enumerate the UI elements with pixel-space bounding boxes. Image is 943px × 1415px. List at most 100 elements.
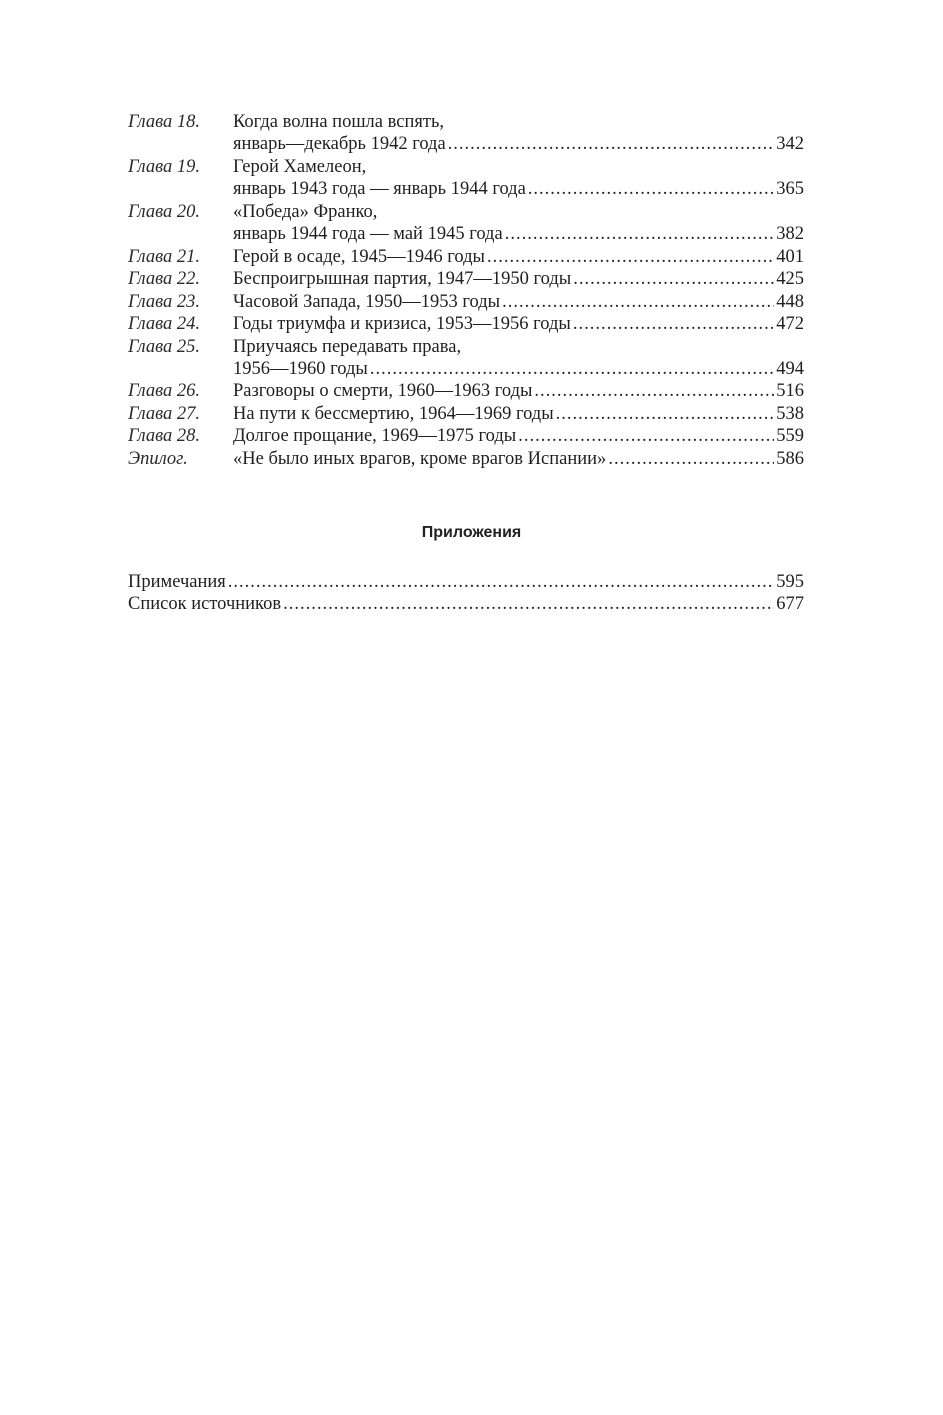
toc-entry: Эпилог. «Не было иных врагов, кроме враго… xyxy=(128,448,804,470)
chapter-body: Приучаясь передавать права, 1956—1960 год… xyxy=(233,336,804,381)
dot-leader xyxy=(573,268,774,290)
dot-leader xyxy=(370,358,774,380)
chapter-body: Долгое прощание, 1969—1975 годы 559 xyxy=(233,425,804,447)
chapter-label: Глава 25. xyxy=(128,336,200,357)
page-number: 365 xyxy=(776,179,804,200)
toc-entry: Глава 23. Часовой Запада, 1950—1953 годы 4… xyxy=(128,291,804,313)
chapter-title: Годы триумфа и кризиса, 1953—1956 годы xyxy=(233,314,571,335)
chapter-title: январь—декабрь 1942 года xyxy=(233,134,446,155)
page-number: 382 xyxy=(776,224,804,245)
chapter-title-line: Герой Хамелеон, xyxy=(233,156,804,178)
appendix-title: Список источников xyxy=(128,594,282,615)
chapter-title: Беспроигрышная партия, 1947—1950 годы xyxy=(233,269,572,290)
chapter-title-line: Когда волна пошла вспять, xyxy=(233,111,804,133)
toc-entry: Глава 22. Беспроигрышная партия, 1947—195… xyxy=(128,268,804,290)
chapter-title-line: Долгое прощание, 1969—1975 годы 559 xyxy=(233,425,804,447)
dot-leader xyxy=(228,571,774,593)
chapter-title: Разговоры о смерти, 1960—1963 годы xyxy=(233,381,533,402)
chapter-title-line: 1956—1960 годы 494 xyxy=(233,358,804,380)
chapter-title-line: «Не было иных врагов, кроме врагов Испан… xyxy=(233,448,804,470)
chapter-label: Глава 26. xyxy=(128,381,200,402)
chapter-label: Глава 19. xyxy=(128,156,200,177)
dot-leader xyxy=(283,593,774,615)
page-number: 425 xyxy=(776,269,804,290)
chapter-title-line: Беспроигрышная партия, 1947—1950 годы 425 xyxy=(233,268,804,290)
appendix-list: Примечания 595 Список источников 677 xyxy=(128,571,804,616)
page-number: 516 xyxy=(776,381,804,402)
dot-leader xyxy=(505,223,775,245)
appendix-item: Список источников 677 xyxy=(128,593,804,615)
chapter-body: Герой Хамелеон, январь 1943 года — январь… xyxy=(233,156,804,201)
page-number: 559 xyxy=(776,426,804,447)
chapter-title-line: «Победа» Франко, xyxy=(233,201,804,223)
chapter-title: январь 1944 года — май 1945 года xyxy=(233,224,503,245)
toc-entry: Глава 27. На пути к бессмертию, 1964—1969… xyxy=(128,403,804,425)
chapter-body: Герой в осаде, 1945—1946 годы 401 xyxy=(233,246,804,268)
toc-entry: Глава 28. Долгое прощание, 1969—1975 годы… xyxy=(128,425,804,447)
page-number: 538 xyxy=(776,403,804,424)
dot-leader xyxy=(518,425,774,447)
chapter-title-line: январь—декабрь 1942 года 342 xyxy=(233,133,804,155)
chapter-body: Когда волна пошла вспять, январь—декабрь … xyxy=(233,111,804,156)
chapter-title-line: Годы триумфа и кризиса, 1953—1956 годы 47… xyxy=(233,313,804,335)
page-number: 595 xyxy=(776,572,804,592)
page-number: 494 xyxy=(776,358,804,379)
chapter-title: Герой в осаде, 1945—1946 годы xyxy=(233,246,485,267)
toc-entry: Глава 20. «Победа» Франко, январь 1944 год… xyxy=(128,201,804,246)
chapter-title: На пути к бессмертию, 1964—1969 годы xyxy=(233,403,554,424)
appendix-item: Примечания 595 xyxy=(128,571,804,593)
dot-leader xyxy=(528,178,774,200)
toc-entry: Глава 21. Герой в осаде, 1945—1946 годы 40… xyxy=(128,246,804,268)
chapter-label: Глава 27. xyxy=(128,403,200,424)
chapter-label: Глава 24. xyxy=(128,314,200,335)
chapter-body: Разговоры о смерти, 1960—1963 годы 516 xyxy=(233,380,804,402)
chapter-title-line: январь 1944 года — май 1945 года 382 xyxy=(233,223,804,245)
dot-leader xyxy=(573,313,774,335)
chapter-title: Часовой Запада, 1950—1953 годы xyxy=(233,291,501,312)
dot-leader xyxy=(502,291,774,313)
table-of-contents: Глава 18. Когда волна пошла вспять, январь… xyxy=(128,111,804,470)
chapter-body: Беспроигрышная партия, 1947—1950 годы 425 xyxy=(233,268,804,290)
toc-entry: Глава 25. Приучаясь передавать права, 1956… xyxy=(128,336,804,381)
dot-leader xyxy=(487,246,774,268)
chapter-title-line: Приучаясь передавать права, xyxy=(233,336,804,358)
chapter-title: Долгое прощание, 1969—1975 годы xyxy=(233,426,517,447)
chapter-label: Глава 21. xyxy=(128,246,200,267)
chapter-title-line: Герой в осаде, 1945—1946 годы 401 xyxy=(233,246,804,268)
toc-entry: Глава 19. Герой Хамелеон, январь 1943 года… xyxy=(128,156,804,201)
chapter-title-line: Разговоры о смерти, 1960—1963 годы 516 xyxy=(233,380,804,402)
chapter-title: Когда волна пошла вспять, xyxy=(233,112,445,132)
chapter-title: «Не было иных врагов, кроме врагов Испан… xyxy=(233,448,607,469)
chapter-title: «Победа» Франко, xyxy=(233,201,378,222)
chapter-title: 1956—1960 годы xyxy=(233,358,368,379)
page-number: 586 xyxy=(776,448,804,469)
chapter-label: Глава 20. xyxy=(128,201,200,222)
chapter-label: Глава 18. xyxy=(128,112,200,132)
chapter-label: Глава 28. xyxy=(128,426,200,447)
chapter-title-line: январь 1943 года — январь 1944 года 365 xyxy=(233,178,804,200)
dot-leader xyxy=(448,133,775,155)
page-number: 342 xyxy=(776,134,804,155)
appendix-heading: Приложения xyxy=(421,524,522,541)
page-number: 448 xyxy=(776,291,804,312)
chapter-title: январь 1943 года — январь 1944 года xyxy=(233,179,526,200)
chapter-body: Годы триумфа и кризиса, 1953—1956 годы 47… xyxy=(233,313,804,335)
chapter-title: Герой Хамелеон, xyxy=(233,156,367,177)
page-number: 677 xyxy=(776,594,804,615)
chapter-label: Глава 23. xyxy=(128,291,200,312)
appendix-title: Примечания xyxy=(128,572,226,592)
dot-leader xyxy=(608,448,774,470)
chapter-body: Часовой Запада, 1950—1953 годы 448 xyxy=(233,291,804,313)
chapter-title-line: Часовой Запада, 1950—1953 годы 448 xyxy=(233,291,804,313)
chapter-title: Приучаясь передавать права, xyxy=(233,336,462,357)
toc-entry: Глава 18. Когда волна пошла вспять, январь… xyxy=(128,111,804,156)
chapter-title-line: На пути к бессмертию, 1964—1969 годы 538 xyxy=(233,403,804,425)
toc-entry: Глава 24. Годы триумфа и кризиса, 1953—19… xyxy=(128,313,804,335)
page-number: 472 xyxy=(776,314,804,335)
chapter-body: «Победа» Франко, январь 1944 года — май 1… xyxy=(233,201,804,246)
toc-entry: Глава 26. Разговоры о смерти, 1960—1963 г… xyxy=(128,380,804,402)
chapter-label: Глава 22. xyxy=(128,269,200,290)
chapter-body: На пути к бессмертию, 1964—1969 годы 538 xyxy=(233,403,804,425)
dot-leader xyxy=(556,403,775,425)
page-number: 401 xyxy=(776,246,804,267)
